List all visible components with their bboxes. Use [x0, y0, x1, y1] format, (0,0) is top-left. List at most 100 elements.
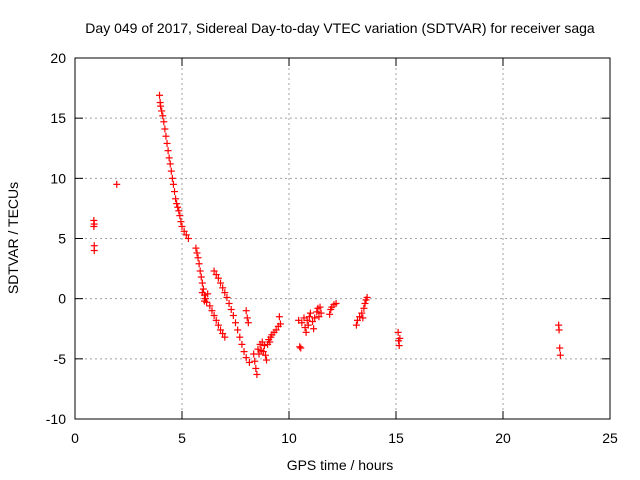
data-point: [260, 342, 268, 350]
data-point: [194, 254, 202, 262]
data-point: [244, 319, 252, 327]
data-point: [305, 313, 313, 321]
data-point: [198, 289, 206, 297]
x-tick-label: 25: [602, 430, 618, 446]
data-point: [332, 299, 340, 307]
data-point: [161, 125, 169, 133]
data-point: [219, 284, 227, 292]
data-point: [394, 328, 402, 336]
y-tick-label: 0: [58, 291, 66, 307]
data-point: [200, 297, 208, 305]
data-point: [360, 304, 368, 312]
data-point: [158, 107, 166, 115]
data-point: [236, 333, 244, 341]
x-tick-label: 20: [495, 430, 511, 446]
data-point: [242, 354, 250, 362]
data-point: [184, 235, 192, 242]
data-point: [555, 326, 563, 334]
data-point: [164, 147, 172, 155]
data-point: [198, 279, 206, 287]
data-point: [204, 290, 212, 298]
data-point: [263, 356, 271, 364]
data-point: [261, 351, 269, 359]
data-point: [199, 285, 207, 293]
data-point: [363, 293, 371, 301]
data-point: [169, 180, 177, 188]
data-point: [297, 344, 305, 352]
data-point: [272, 326, 280, 334]
x-tick-label: 5: [178, 430, 186, 446]
data-point: [167, 167, 175, 175]
data-point: [302, 328, 310, 336]
chart-title: Day 049 of 2017, Sidereal Day-to-day VTE…: [85, 20, 595, 36]
data-point: [192, 244, 200, 252]
data-point: [556, 351, 564, 359]
data-point: [214, 321, 222, 329]
data-point: [396, 334, 404, 342]
y-tick-label: -5: [54, 351, 67, 367]
data-point: [242, 307, 250, 315]
data-point: [113, 180, 121, 188]
data-point: [197, 273, 205, 281]
data-point: [217, 279, 225, 287]
x-tick-label: 10: [281, 430, 297, 446]
data-point: [165, 154, 173, 162]
data-point: [245, 358, 253, 366]
data-point: [306, 309, 314, 317]
data-point: [90, 220, 98, 228]
data-point: [275, 313, 283, 321]
data-points: [90, 91, 564, 378]
y-tick-label: 10: [50, 170, 66, 186]
data-point: [171, 188, 179, 196]
data-point: [166, 160, 174, 168]
data-point: [252, 364, 260, 372]
data-point: [221, 289, 229, 297]
x-axis-label: GPS time / hours: [287, 457, 394, 473]
data-point: [210, 267, 218, 275]
data-point: [309, 318, 317, 326]
data-point: [163, 139, 171, 147]
data-point: [168, 174, 176, 182]
y-tick-label: 5: [58, 231, 66, 247]
data-point: [173, 200, 181, 208]
data-point: [253, 370, 261, 378]
data-point: [326, 310, 334, 318]
data-point: [182, 231, 190, 239]
data-point: [251, 357, 259, 365]
data-point: [174, 203, 182, 211]
x-tick-label: 15: [388, 430, 404, 446]
grid-lines: [75, 58, 610, 419]
data-point: [206, 302, 214, 310]
data-point: [172, 195, 180, 203]
y-tick-label: -10: [46, 411, 66, 427]
data-point: [315, 313, 323, 321]
data-point: [221, 333, 229, 341]
data-point: [303, 316, 311, 324]
data-point: [395, 342, 403, 350]
data-point: [276, 320, 284, 328]
data-point: [254, 345, 262, 353]
data-point: [162, 132, 170, 140]
data-point: [223, 293, 231, 301]
data-point: [243, 314, 251, 322]
y-axis-label: SDTVAR / TECUs: [5, 182, 21, 294]
data-point: [214, 274, 222, 282]
data-point: [304, 321, 312, 329]
data-point: [219, 330, 227, 338]
data-point: [316, 303, 324, 311]
data-point: [177, 218, 185, 226]
data-point: [156, 91, 164, 99]
data-point: [229, 312, 237, 320]
data-point: [193, 249, 201, 257]
data-point: [159, 112, 167, 120]
data-point: [353, 316, 361, 324]
axis-ticks: -10 -5 0 5 10 15 20 0 5 10 15 20 25: [46, 50, 618, 446]
data-point: [217, 326, 225, 334]
data-point: [359, 314, 367, 322]
data-point: [313, 308, 321, 316]
data-point: [358, 309, 366, 317]
data-point: [352, 321, 360, 329]
data-point: [210, 312, 218, 320]
y-tick-label: 20: [50, 50, 66, 66]
